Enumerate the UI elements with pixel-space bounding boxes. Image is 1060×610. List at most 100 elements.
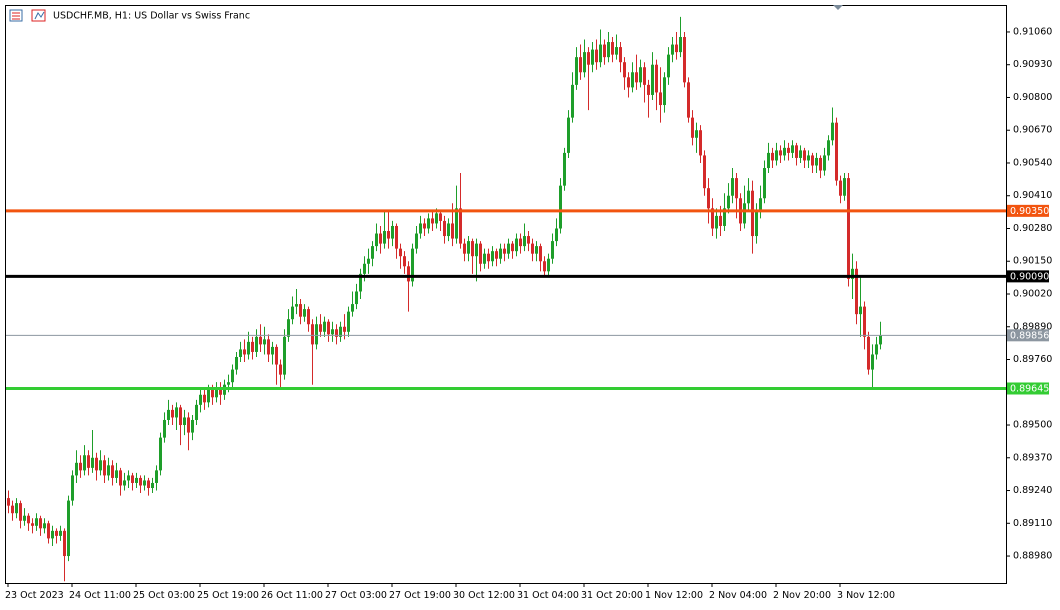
candle-body [347,311,350,332]
candle-body [587,52,590,65]
candle-body [807,155,810,161]
candle-body [355,291,358,305]
candle-body [539,246,542,262]
candle-body [675,44,678,53]
candle-body [155,470,158,483]
y-tick-label: 0.89760 [1013,354,1052,365]
price-label-bg [1007,204,1049,217]
candle-body [771,152,774,161]
candle-body [707,188,710,209]
candle-body [371,246,374,259]
candle-body [571,84,574,118]
candle-body [79,462,82,471]
candle-body [867,336,870,370]
y-tick-label: 0.89240 [1013,485,1052,496]
candle-body [279,364,282,375]
candle-body [99,460,102,471]
icon [31,9,46,22]
candle-body [119,470,122,486]
candle-body [491,251,494,262]
icon [34,11,45,20]
candle-body [831,122,834,141]
candle-body [659,92,662,106]
candle-body [479,243,482,264]
candle-body [231,369,234,383]
candle-body [559,185,562,229]
candle-body [819,157,822,171]
candle-body [503,248,506,254]
candle-body [595,49,598,63]
candle-body [871,354,874,370]
candle-body [635,72,638,83]
candle-body [243,349,246,355]
candle-body [71,475,74,501]
candle-body [139,477,142,486]
y-tick-label: 0.89890 [1013,321,1052,332]
candle-body [743,203,746,224]
candle-body [523,236,526,247]
candle-body [135,477,138,483]
candle-body [779,150,782,156]
candle-body [499,248,502,259]
candle-body [167,409,170,420]
candle-body [267,339,270,355]
candle-body [687,82,690,118]
candle-body [579,57,582,73]
candle-body [679,36,682,53]
candle-body [747,190,750,204]
candle-body [263,339,266,345]
candle-body [835,122,838,181]
candle-body [583,52,586,73]
x-tick-label: 25 Oct 03:00 [133,590,195,601]
candle-body [143,480,146,486]
candle-body [735,178,738,199]
candle-body [711,208,714,229]
candle-body [303,309,306,317]
candle-body [535,246,538,254]
candle-body [551,241,554,259]
candle-body [195,404,198,420]
candle-body [603,44,606,58]
candle-body [407,266,410,282]
plot-frame [5,5,1007,584]
candle-body [423,223,426,229]
candle-body [731,178,734,196]
candle-body [219,387,222,395]
candle-body [811,155,814,166]
candle-body [751,190,754,237]
candle-body [255,336,258,352]
candle-body [359,273,362,292]
candle-body [839,180,842,196]
y-tick-label: 0.91060 [1013,26,1052,37]
candle-body [611,42,614,55]
candle-body [567,117,570,153]
candle-body [663,77,666,106]
candle-body [467,241,470,254]
y-tick-label: 0.89110 [1013,518,1052,529]
candle-body [599,44,602,63]
candle-body [803,150,806,161]
y-tick-label: 0.90540 [1013,157,1052,168]
candle-body [307,309,310,325]
candle-body [111,465,114,478]
candle-body [411,248,414,282]
candle-body [91,457,94,468]
candle-body [483,253,486,264]
candle-body [443,220,446,237]
candle-body [387,231,390,239]
candle-body [251,341,254,352]
candle-body [159,437,162,471]
candle-body [531,243,534,254]
candle-body [607,42,610,58]
candle-body [271,346,274,355]
candle-body [107,465,110,476]
candle-body [183,417,186,426]
candle-body [247,341,250,355]
candle-body [787,147,790,153]
y-tick-label: 0.90410 [1013,190,1052,201]
candle-body [327,321,330,335]
candle-body [23,515,26,521]
candle-body [295,304,298,307]
candle-body [823,155,826,171]
candle-body [543,261,546,272]
